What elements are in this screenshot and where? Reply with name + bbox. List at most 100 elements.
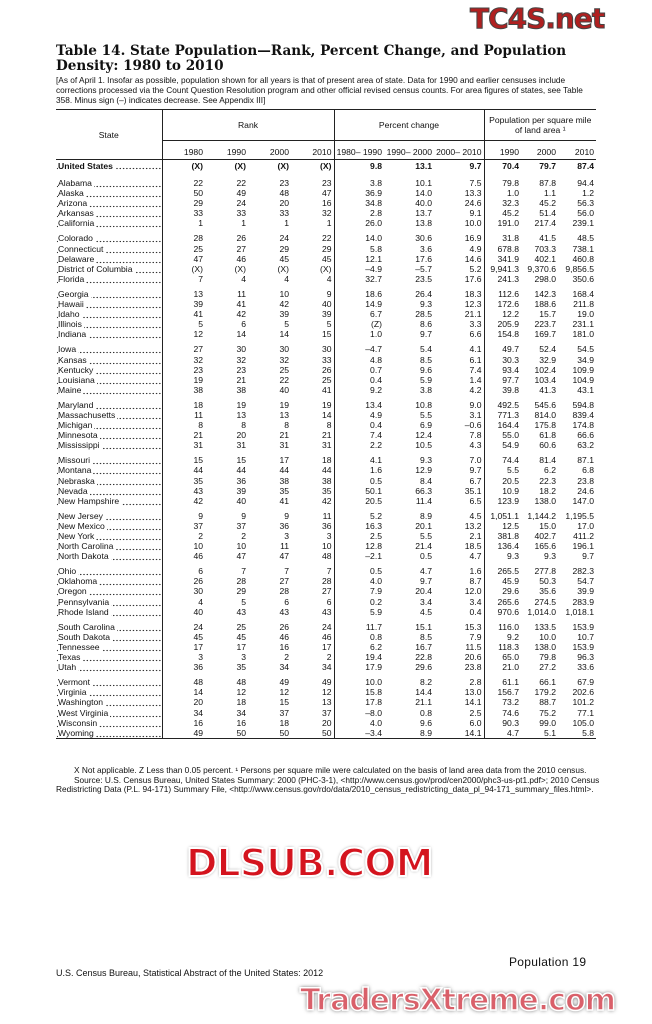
state-name: Iowa [58, 344, 79, 355]
state-cell: Washington [56, 697, 163, 708]
table-row: Virginia 14 12 12 12 15.8 14.4 13.0 156.7 179.2 20… [56, 687, 596, 698]
table-cell: 282.3 [572, 566, 595, 577]
table-cell: 18 [193, 399, 203, 410]
table-cell: 5.4 [420, 344, 432, 355]
table-cell: 10.9 [502, 485, 519, 496]
table-row: Nebraska 35 36 38 38 0.5 8.4 6.7 20.5 22.3 23.8 [56, 475, 596, 486]
table-cell: 16 [291, 198, 335, 209]
watermark-tradersxtreme: TradersXtreme.com [299, 982, 616, 1019]
table-cell: 30 [193, 586, 203, 597]
table-cell: 15 [193, 455, 203, 466]
col-pct-1980-1990: 1980– 1990 [336, 147, 382, 157]
table-cell: 839.4 [572, 409, 595, 420]
spacer-cell [56, 505, 163, 511]
state-cell: Rhode Island [56, 606, 163, 617]
table-cell: 133.5 [534, 621, 556, 632]
table-cell: 37 [236, 520, 246, 531]
table-row: Illinois 5 6 5 5 (Z) 8.6 3.3 205.9 223.7 231.1 [56, 319, 596, 330]
state-name: Tennessee [58, 641, 102, 652]
table-cell: 97.7 [502, 374, 519, 385]
spacer-cell [56, 228, 163, 234]
table-cell: 48 [279, 188, 289, 199]
table-cell: 11.5 [434, 641, 485, 653]
table-cell: 22 [236, 178, 246, 188]
spacer-cell [56, 339, 163, 345]
table-cell: 103.4 [534, 374, 556, 385]
table-cell: 46 [236, 253, 246, 264]
table-row: North Carolina 10 10 11 10 12.8 21.4 18.5 136.4 1… [56, 541, 596, 552]
table-row: Connecticut 25 27 29 29 5.8 3.6 4.9 678.8 703.3 73… [56, 243, 596, 254]
table-cell: 6.7 [434, 475, 485, 486]
table-row: Minnesota 21 20 21 21 7.4 12.4 7.8 55.0 61.8 66.6 [56, 430, 596, 441]
table-cell: 34 [291, 662, 335, 673]
state-cell: New Mexico [56, 520, 163, 531]
state-cell: Oregon [56, 586, 163, 597]
table-cell: 7.0 [434, 455, 485, 466]
table-cell: 277.8 [534, 566, 556, 577]
table-cell: 0.5 [370, 566, 382, 577]
spacer-cell [291, 283, 335, 289]
table-cell: 12.8 [365, 541, 382, 552]
table-cell: 12.5 [502, 520, 519, 531]
state-cell: Colorado [56, 233, 163, 244]
table-cell: 165.6 [534, 541, 556, 552]
table-cell: 34 [279, 662, 289, 673]
state-cell: Michigan [56, 420, 163, 431]
col-pct-2000-2010: 2000– 2010 [434, 140, 485, 160]
state-name: Maryland [58, 399, 96, 410]
table-cell: 11.4 [415, 495, 432, 506]
table-cell: 7 [291, 566, 335, 577]
table-cell: 138.0 [534, 495, 556, 506]
watermark-dlsub: DLSUB.COM [185, 840, 434, 886]
state-cell: Virginia [56, 687, 163, 698]
state-name: Missouri [58, 455, 92, 466]
table-cell: 21.4 [415, 541, 432, 552]
table-cell: 4.0 [370, 576, 382, 587]
state-cell: Indiana [56, 329, 163, 340]
table-cell: 54.9 [502, 440, 519, 451]
table-cell: 8 [291, 420, 335, 431]
table-cell: 8.4 [420, 475, 432, 486]
table-cell: 29 [193, 198, 203, 209]
table-cell: 27 [193, 344, 203, 355]
spacer-cell [291, 672, 335, 678]
table-cell: 44 [279, 465, 289, 476]
table-cell: 24 [193, 621, 203, 632]
table-cell: 1.2 [582, 188, 595, 199]
table-cell: 9.2 [370, 384, 382, 395]
state-name: New Jersey [58, 510, 105, 521]
table-cell: 25 [279, 364, 289, 375]
table-cell: 20.5 [365, 495, 382, 506]
state-name: Kentucky [58, 364, 96, 375]
table-row: Maine 38 38 40 41 9.2 3.8 4.2 39.8 41.3 43.1 [56, 384, 596, 395]
table-cell: 10.7 [577, 631, 595, 642]
state-name: Florida [58, 273, 87, 284]
table-cell: 156.7 [497, 687, 519, 698]
state-cell: Wyoming [56, 727, 163, 739]
table-cell: 55.0 [502, 430, 519, 441]
table-cell: 11.7 [365, 621, 382, 632]
table-cell: 274.5 [534, 596, 556, 607]
col-header-percent-change: Percent change [334, 109, 485, 141]
table-cell: 94.4 [577, 178, 595, 188]
table-row: Idaho 41 42 39 39 6.7 28.5 21.1 12.2 15.7 19.0 [56, 309, 596, 320]
table-cell: 402.1 [534, 253, 556, 264]
state-cell: Alaska [56, 188, 163, 199]
table-cell: 63.2 [577, 440, 595, 451]
col-density-1990: 1990 [499, 147, 519, 157]
table-cell: 11 [237, 288, 246, 299]
table-cell: 12.4 [415, 430, 432, 441]
spacer-cell [434, 672, 485, 678]
table-cell: 28 [236, 576, 246, 587]
table-row: Pennsylvania 4 5 6 6 0.2 3.4 3.4 265.6 274.5 283.9 [56, 596, 596, 607]
table-cell: 211.8 [573, 299, 595, 310]
table-cell: 10.0 [434, 218, 485, 229]
table-cell: 50.3 [539, 576, 556, 587]
table-cell: 174.8 [572, 420, 595, 431]
table-cell: 2 [284, 652, 289, 663]
table-cell: 738.1 [572, 243, 595, 254]
table-cell: 7 [241, 566, 246, 577]
table-cell: 2 [291, 652, 335, 663]
table-row: Missouri 15 15 17 18 4.1 9.3 7.0 74.4 81.4 87.1 [56, 455, 596, 466]
state-cell: Pennsylvania [56, 596, 163, 607]
